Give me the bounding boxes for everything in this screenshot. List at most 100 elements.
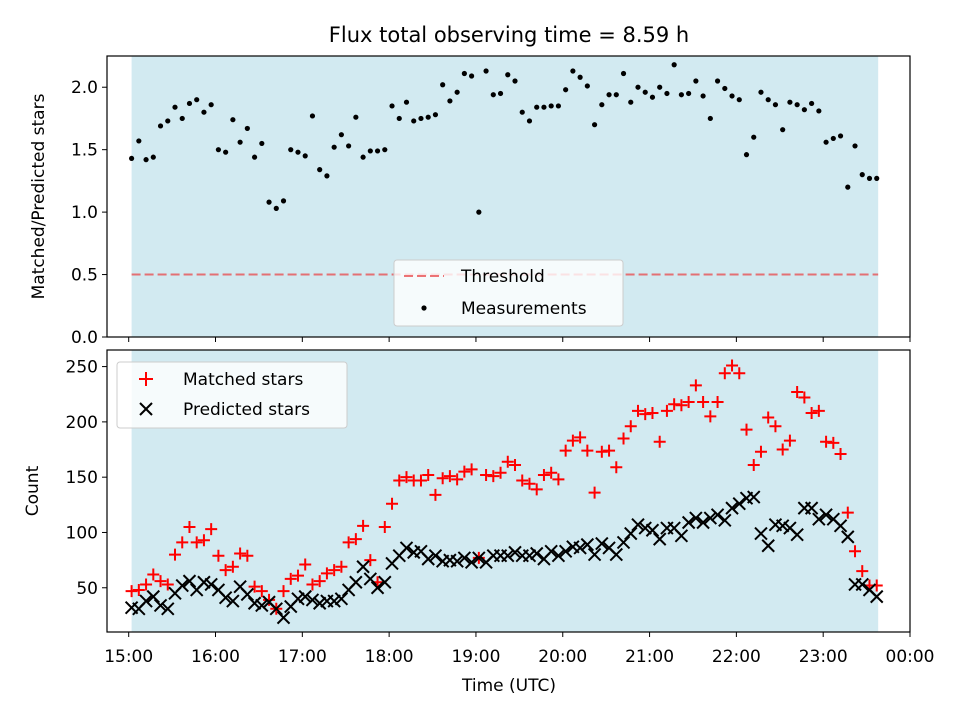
matched-star-point (783, 434, 796, 447)
bottom-x-ticks: 15:00 16:00 17:00 18:00 19:00 20:00 21:00 22:00… (104, 632, 935, 667)
top-y-axis-label: Matched/Predicted stars (29, 93, 49, 299)
matched-star-point (675, 399, 688, 412)
matched-star-point (161, 578, 174, 591)
matched-star-point (523, 477, 536, 490)
matched-star-point (776, 443, 789, 456)
measurement-point (317, 167, 323, 173)
matched-star-point (841, 506, 854, 519)
predicted-star-point (146, 589, 161, 604)
matched-star-point (226, 560, 239, 573)
predicted-star-point (747, 490, 761, 504)
measurement-point (208, 102, 214, 108)
measurement-point (620, 70, 627, 77)
matched-star-point (205, 523, 218, 536)
measurement-point (490, 92, 496, 98)
measurement-point (505, 72, 511, 78)
measurement-point (143, 157, 149, 163)
matched-star-point (668, 398, 681, 411)
measurement-point (338, 132, 344, 138)
measurement-point (403, 99, 410, 105)
matched-star-point (704, 410, 717, 423)
matched-star-point (219, 564, 232, 577)
matched-star-point (465, 463, 478, 476)
matched-star-point (393, 474, 406, 487)
matched-star-point (552, 473, 565, 486)
predicted-star-point (587, 547, 602, 562)
predicted-star-point (530, 546, 544, 561)
predicted-star-point (804, 501, 819, 515)
measurement-point (809, 100, 815, 107)
matched-star-point (190, 536, 203, 549)
predicted-star-point (255, 598, 269, 613)
x-tick-label: 16:00 (191, 647, 240, 667)
matched-star-point (689, 379, 702, 392)
measurement-point (497, 90, 504, 97)
measurement-point (266, 199, 272, 205)
x-axis-label: Time (UTC) (461, 676, 556, 696)
matched-star-point (711, 395, 724, 408)
measurement-point (389, 103, 395, 109)
measurement-point (367, 148, 373, 154)
matched-star-point (480, 468, 493, 481)
measurement-point (396, 115, 402, 122)
matched-star-point (617, 432, 630, 445)
matched-star-point (660, 404, 673, 417)
bottom-y-tick-label: 150 (66, 468, 98, 488)
matched-star-point (291, 569, 304, 582)
measurement-point (577, 74, 583, 80)
predicted-star-point (790, 527, 804, 542)
predicted-star-point (754, 526, 768, 541)
matched-star-point (516, 474, 529, 487)
measurement-point (128, 155, 135, 162)
measurement-point (259, 140, 265, 147)
bottom-y-tick-label: 100 (66, 523, 98, 543)
predicted-star-point (240, 587, 255, 602)
measurement-point (599, 102, 605, 108)
measurement-point (302, 153, 308, 159)
predicted-star-point (501, 548, 515, 563)
measurement-point (230, 117, 236, 123)
legend-matched-swatch (139, 372, 153, 386)
predicted-star-point (276, 610, 291, 625)
predicted-star-point (638, 521, 652, 535)
measurement-point (743, 152, 750, 158)
matched-star-point (509, 459, 522, 472)
legend-matched-label: Matched stars (183, 370, 303, 390)
measurement-point (758, 89, 764, 95)
matched-star-point (212, 549, 225, 562)
predicted-star-point (247, 596, 262, 610)
measurement-point (512, 78, 518, 84)
predicted-star-point (327, 594, 341, 608)
matched-star-point (624, 420, 637, 433)
matched-star-point (740, 423, 753, 436)
predicted-star-point (732, 497, 746, 511)
measurement-point (360, 154, 366, 160)
matched-star-point (639, 408, 652, 421)
predicted-star-point (573, 541, 587, 555)
predicted-star-point (870, 589, 884, 604)
predicted-star-point (522, 548, 537, 563)
predicted-star-point (595, 536, 609, 551)
top-x-ticks (128, 337, 911, 342)
predicted-star-point (645, 523, 660, 537)
predicted-star-point (291, 592, 305, 606)
x-tick-label: 22:00 (712, 647, 761, 667)
matched-star-point (595, 445, 608, 458)
measurement-point (801, 107, 807, 113)
predicted-star-point (269, 602, 283, 616)
matched-star-point (812, 404, 825, 417)
measurement-point (787, 99, 793, 105)
predicted-star-point (334, 592, 349, 606)
bottom-y-ticks: 50 100 150 200 250 (66, 358, 107, 599)
matched-star-point (827, 436, 840, 449)
matched-star-point (443, 470, 456, 483)
measurement-point (686, 90, 692, 97)
matched-star-point (183, 520, 196, 533)
bottom-legend: Matched stars Predicted stars (116, 361, 348, 429)
matched-star-point (306, 578, 319, 591)
measurement-point (440, 82, 446, 88)
measurement-point (519, 109, 525, 115)
matched-star-point (176, 536, 189, 549)
measurement-point (186, 100, 193, 107)
matched-star-point (545, 466, 558, 479)
